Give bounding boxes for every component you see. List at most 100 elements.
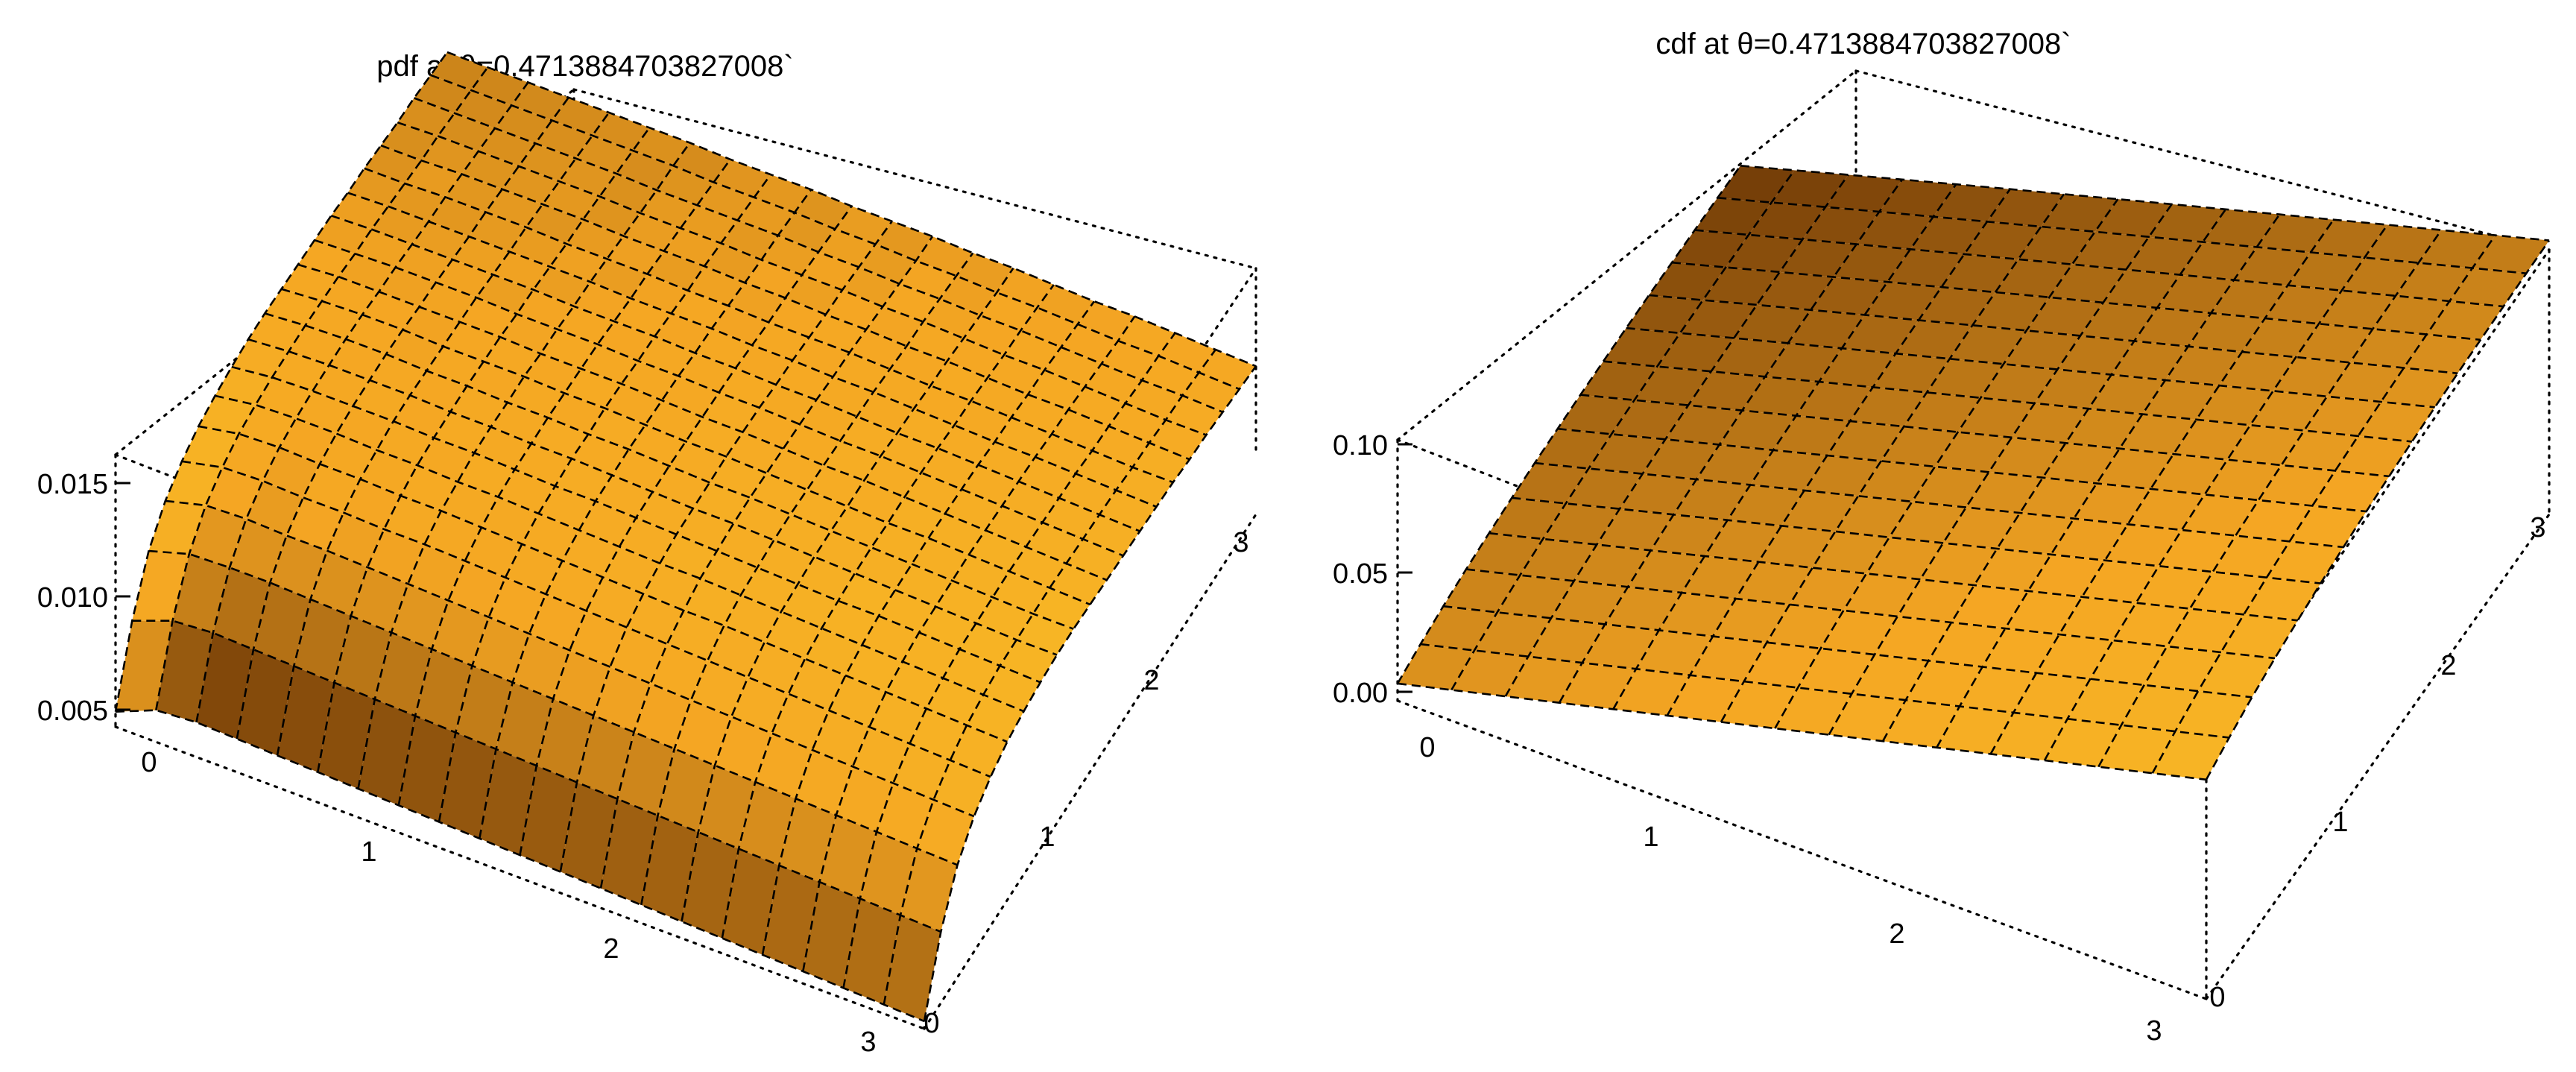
surface-patch	[2211, 280, 2288, 318]
surface-patch	[1049, 563, 1107, 605]
pdf-x-tick-label: 3	[860, 1027, 876, 1058]
surface-patch	[502, 166, 560, 204]
surface-patch	[919, 606, 976, 649]
mesh-line	[247, 338, 1058, 656]
surface-patch	[464, 527, 523, 578]
surface-patch	[1620, 473, 1696, 515]
surface-patch	[415, 649, 473, 733]
surface-patch	[914, 385, 971, 426]
surface-patch	[838, 573, 895, 617]
pdf-y-tick-label: 3	[1233, 527, 1248, 558]
surface-patch	[512, 634, 570, 699]
surface-patch	[987, 355, 1045, 395]
surface-patch	[2311, 219, 2387, 258]
surface-patch	[724, 595, 781, 643]
surface-patch	[2005, 590, 2083, 634]
surface-patch	[674, 700, 732, 766]
surface-patch	[1068, 386, 1126, 426]
surface-patch	[2358, 402, 2435, 442]
surface-patch	[2364, 224, 2442, 263]
surface-patch	[1787, 309, 1865, 349]
surface-patch	[1520, 539, 1597, 581]
surface-patch	[1951, 585, 2028, 628]
surface-patch	[1658, 593, 1736, 637]
surface-patch	[297, 240, 356, 277]
surface-patch	[246, 481, 303, 536]
surface-patch	[1834, 244, 1910, 283]
surface-patch	[752, 322, 809, 361]
surface-patch	[553, 650, 610, 716]
surface-patch	[222, 433, 280, 482]
surface-patch	[362, 291, 420, 330]
cdf-z-tick-label: 0.05	[1333, 558, 1388, 590]
mesh-line	[231, 365, 1041, 684]
surface-patch	[671, 290, 728, 329]
surface-patch	[722, 848, 780, 955]
surface-patch	[1582, 624, 1659, 669]
surface-patch	[2080, 302, 2157, 341]
mesh-line	[1881, 209, 2227, 742]
surface-patch	[853, 727, 910, 783]
surface-patch	[978, 441, 1035, 482]
mesh-line	[397, 122, 1207, 436]
surface-patch	[809, 314, 866, 353]
surface-patch	[952, 555, 1009, 598]
surface-patch	[1420, 606, 1497, 651]
surface-patch	[830, 506, 888, 548]
pdf-y-tick-label: 2	[1143, 665, 1159, 696]
surface-patch	[439, 732, 496, 839]
surface-patch	[212, 567, 271, 650]
surface-patch	[386, 330, 443, 371]
pdf-z-tick-label: 0.005	[37, 696, 108, 727]
surface-patch	[552, 97, 609, 136]
surface-patch	[962, 464, 1019, 506]
surface-patch	[1936, 706, 2014, 754]
surface-patch	[997, 268, 1054, 308]
pdf-z-axis: 0.015 0.010 0.005	[37, 469, 130, 727]
surface-patch	[909, 708, 967, 760]
surface-patch	[586, 577, 643, 628]
surface-patch	[801, 252, 859, 291]
surface-patch	[779, 798, 836, 883]
surface-patch	[288, 325, 346, 365]
surface-patch	[843, 898, 900, 1005]
surface-patch	[334, 616, 391, 699]
mesh-line	[198, 425, 1008, 743]
surface-patch	[1987, 189, 2064, 227]
surface-patch	[1528, 618, 1606, 663]
surface-patch	[255, 377, 313, 419]
surface-patch	[798, 556, 855, 601]
surface-patch	[384, 496, 441, 545]
surface-patch	[1613, 669, 1690, 716]
mesh-line	[297, 263, 1108, 581]
surface-patch	[1037, 284, 1094, 324]
surface-patch	[1398, 644, 1474, 690]
surface-patch	[833, 352, 890, 392]
surface-patch	[956, 253, 1014, 293]
surface-patch	[700, 551, 757, 596]
surface-patch	[505, 543, 563, 594]
cdf-z-tick-label: 0.10	[1333, 430, 1388, 461]
surface-patch	[2258, 465, 2335, 506]
surface-patch	[310, 550, 367, 617]
surface-patch	[1920, 543, 1998, 585]
surface-patch	[1512, 463, 1589, 504]
surface-patch	[593, 666, 651, 733]
surface-patch	[1812, 531, 1890, 574]
surface-patch	[1872, 353, 1950, 393]
surface-patch	[2134, 307, 2212, 347]
surface-patch	[643, 563, 701, 611]
mesh-line	[1420, 643, 2229, 739]
surface-patch	[519, 143, 576, 182]
cdf-surface-mesh	[1396, 165, 2551, 781]
mesh-line	[1649, 294, 2458, 375]
surface-patch	[2267, 541, 2343, 584]
surface-patch	[1881, 426, 1958, 467]
surface-patch	[2045, 719, 2121, 767]
surface-patch	[435, 259, 493, 298]
surface-patch	[262, 447, 320, 498]
surface-patch	[2020, 477, 2097, 519]
surface-patch	[461, 151, 519, 189]
surface-patch	[970, 377, 1028, 417]
surface-patch	[739, 781, 796, 866]
